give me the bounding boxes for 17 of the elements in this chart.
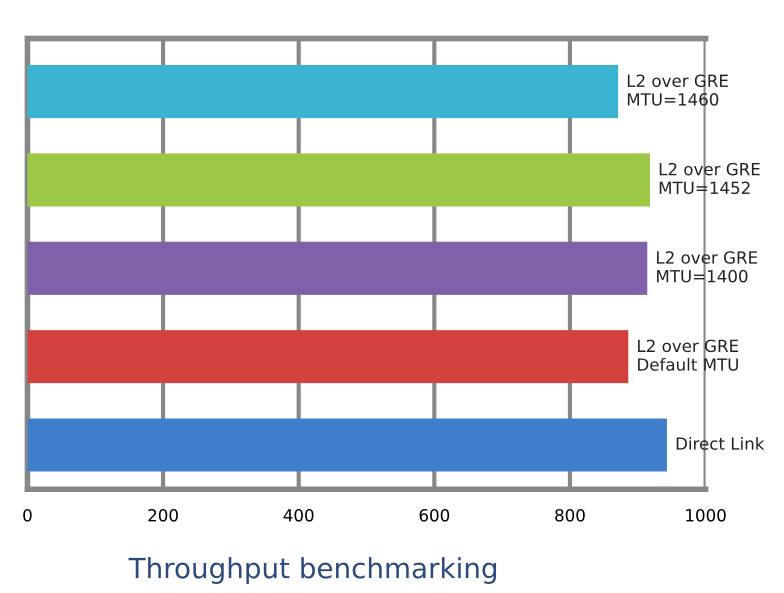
bar [27,330,628,384]
bar [27,65,618,118]
y-tick-label: Direct Link [676,436,764,450]
x-tick-label: 0 [23,508,32,522]
text: Throughput benchmarking [128,557,496,584]
x-tick-label: 600 [420,508,450,522]
y-tick-label: L2 over GRE MTU=1452 [660,162,760,194]
x-tick-label: 200 [148,508,178,522]
y-tick-label: L2 over GRE MTU=1460 [628,74,728,106]
bar [27,242,648,295]
bar [27,153,650,206]
x-tick-label: 400 [284,508,314,522]
y-tick-label: L2 over GRE Default MTU [638,340,738,371]
y-tick-label: L2 over GRE MTU=1400 [657,251,758,282]
x-tick-label: 1000 [686,508,726,522]
x-tick-label: 800 [555,508,585,522]
bar [27,418,667,472]
